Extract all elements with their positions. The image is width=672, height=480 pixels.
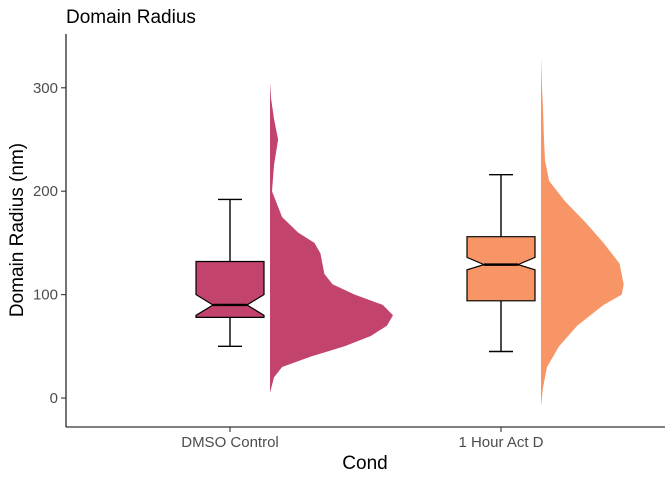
plot-area	[195, 56, 624, 407]
y-tick-label-0: 0	[50, 390, 58, 407]
chart-title: Domain Radius	[66, 7, 196, 28]
y-tick-label-100: 100	[33, 287, 58, 304]
y-tick-label-200: 200	[33, 183, 58, 200]
group-dmso-control	[195, 82, 393, 393]
x-axis-ticks: DMSO Control 1 Hour Act D	[181, 427, 544, 451]
box-dmso-control	[195, 260, 265, 318]
y-tick-label-300: 300	[33, 80, 58, 97]
box-1-hour-act-d	[466, 236, 536, 302]
x-tick-label-dmso-control: DMSO Control	[181, 434, 279, 451]
density-1-hour-act-d	[541, 56, 624, 407]
group-1-hour-act-d	[466, 56, 624, 407]
x-axis-title: Cond	[342, 453, 387, 474]
y-axis-title: Domain Radius (nm)	[7, 143, 28, 317]
x-tick-label-1-hour-act-d: 1 Hour Act D	[458, 434, 543, 451]
y-axis-ticks: 0 100 200 300	[33, 80, 66, 407]
density-dmso-control	[270, 82, 393, 393]
